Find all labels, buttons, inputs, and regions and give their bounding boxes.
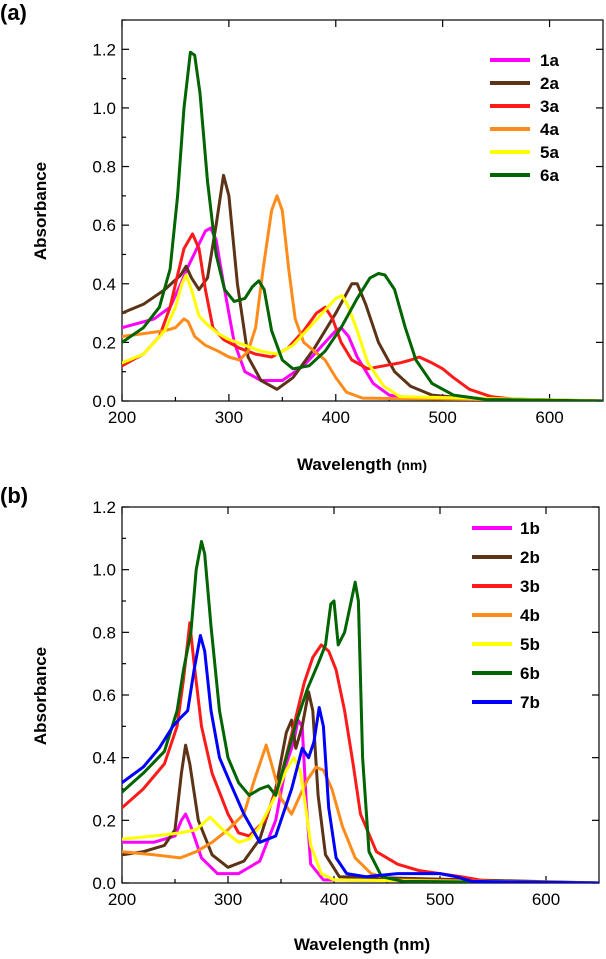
series-line-3b [122,621,599,883]
legend-label-7b: 7b [520,693,540,712]
legend-label-6b: 6b [520,664,540,683]
chart-panel-1: (b) 200 300 400 500 600 0.0 0.2 0.4 0.6 0.8 1.0 1.2 W… [0,483,600,954]
chart-panel-0: (a) 200 300 400 500 600 0.0 0.2 0.4 0.6 0.8 1.0 1.2 W… [0,0,604,474]
x-tick-label: 500 [426,890,454,909]
x-tick-label: 600 [532,890,560,909]
y-axis-label: Absorbance [31,647,50,745]
y-tick-label: 0.4 [92,749,116,768]
y-tick-label: 0.2 [92,333,116,352]
legend-label-4b: 4b [520,606,540,625]
y-axis-label: Absorbance [31,162,50,260]
legend-label-5a: 5a [540,143,559,162]
series-line-4b [122,743,599,883]
x-tick-label: 400 [320,890,348,909]
series-line-7b [122,634,599,883]
y-tick-label: 1.2 [92,498,116,517]
legend-label-1a: 1a [540,51,559,70]
x-tick-label: 400 [322,408,350,427]
legend-label-2b: 2b [520,548,540,567]
y-tick-label: 0.0 [92,392,116,411]
y-tick-label: 0.4 [92,275,116,294]
series-line-6a [122,50,603,401]
x-tick-label: 200 [108,408,136,427]
legend-label-1b: 1b [520,519,540,538]
x-axis-label: Wavelength (nm) [294,935,430,954]
x-axis-label-text: Wavelength [297,455,392,474]
series-line-3a [122,232,603,401]
x-tick-label: 300 [214,890,242,909]
y-tick-label: 0.0 [92,874,116,893]
series-line-6b [122,540,599,883]
series-line-2a [122,173,603,401]
legend-label-3b: 3b [520,577,540,596]
y-tick-label: 0.6 [92,216,116,235]
legend-label-5b: 5b [520,635,540,654]
series-line-5b [122,756,599,883]
series-line-1b [122,718,599,883]
x-tick-label: 500 [428,408,456,427]
x-tick-label: 300 [215,408,243,427]
x-axis-label-text: Wavelength (nm) [294,935,430,954]
series-line-1a [122,226,603,401]
x-axis-label: Wavelength (nm) [297,455,427,474]
legend-label-4a: 4a [540,120,559,139]
series-line-5a [122,273,603,401]
y-tick-label: 1.2 [92,40,116,59]
panel-label: (a) [0,0,27,25]
y-tick-label: 1.0 [92,561,116,580]
x-axis-label-unit: (nm) [397,457,427,473]
y-tick-label: 1.0 [92,99,116,118]
y-tick-label: 0.6 [92,686,116,705]
plot-frame [121,19,604,402]
legend-label-3a: 3a [540,97,559,116]
y-tick-label: 0.8 [92,623,116,642]
series-line-4a [122,194,603,401]
x-tick-label: 200 [108,890,136,909]
legend-label-2a: 2a [540,74,559,93]
y-tick-label: 0.8 [92,158,116,177]
y-tick-label: 0.2 [92,811,116,830]
x-tick-label: 600 [535,408,563,427]
panel-label: (b) [0,483,28,508]
legend-label-6a: 6a [540,166,559,185]
